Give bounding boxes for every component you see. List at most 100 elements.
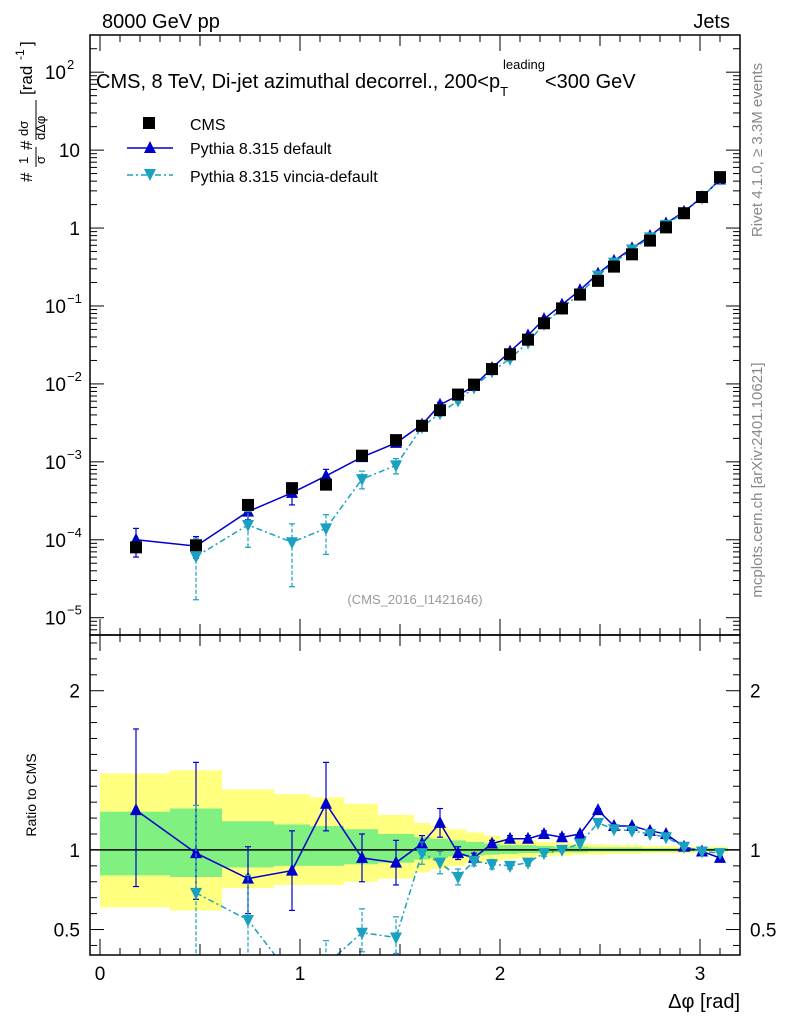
cms-point — [320, 478, 332, 491]
ratio-vincia-point — [592, 817, 604, 830]
ylabel-unit-exp: -1 — [13, 49, 27, 60]
ratio-frame — [89, 634, 741, 956]
main-ytick-label: 1 — [69, 219, 80, 240]
main-ytick-label: 10 — [45, 531, 66, 552]
main-ytick-label: 10 — [45, 63, 66, 84]
ratio-default-point — [390, 855, 402, 868]
legend-cms-label: CMS — [190, 117, 226, 134]
cms-point — [190, 539, 202, 552]
ratio-vincia-point — [452, 871, 464, 884]
legend-cms-marker — [143, 117, 155, 129]
band-inner-segment — [100, 811, 170, 876]
cms-point — [714, 171, 726, 184]
main-ytick-exponent: −2 — [67, 369, 82, 384]
ratio-vincia-point — [538, 848, 550, 861]
ylabel-unit: [rad — [17, 66, 36, 95]
x-axis-label: Δφ [rad] — [668, 991, 740, 1013]
cms-point — [626, 248, 638, 261]
ratio-default-point — [452, 846, 464, 859]
legend-default-label: Pythia 8.315 default — [190, 141, 332, 158]
main-data-layer — [130, 171, 726, 601]
ratio-default-point — [190, 846, 202, 859]
rivet-label: Rivet 4.1.0, ≥ 3.3M events — [749, 63, 766, 237]
cms-point — [504, 348, 516, 361]
ratio-default-point — [592, 803, 604, 816]
ratio-data-layer — [130, 728, 726, 972]
ratio-default-point — [538, 827, 550, 840]
main-ytick-label: 10 — [59, 141, 80, 162]
main-ytick-exponent: −5 — [67, 603, 82, 618]
x-tick-label: 1 — [295, 964, 306, 985]
x-tick-label: 3 — [695, 964, 706, 985]
cms-point — [434, 404, 446, 417]
cms-point — [468, 378, 480, 391]
ratio-vincia-point — [320, 960, 332, 972]
cms-point — [242, 498, 254, 511]
cms-point — [452, 388, 464, 401]
ratio-default-point — [320, 796, 332, 809]
vincia-point — [356, 474, 368, 487]
cms-point — [696, 191, 708, 204]
ratio-vincia-point — [626, 825, 638, 838]
main-title: CMS, 8 TeV, Di-jet azimuthal decorrel., … — [96, 57, 636, 99]
ratio-default-point — [130, 803, 142, 816]
ylabel-sigma: σ — [33, 156, 48, 164]
legend: CMS Pythia 8.315 default Pythia 8.315 vi… — [127, 117, 378, 186]
cms-point — [416, 419, 428, 432]
ylabel-one: 1 — [16, 157, 31, 164]
ratio-default-point — [486, 836, 498, 849]
ratio-vincia-point — [644, 829, 656, 842]
cms-point — [522, 333, 534, 346]
cms-point — [538, 317, 550, 330]
main-ytick-label: 10 — [45, 375, 66, 396]
ratio-vincia-point — [416, 848, 428, 861]
ylabel-dphi: dΔφ — [33, 116, 48, 140]
cms-point — [608, 260, 620, 273]
x-tick-label: 2 — [495, 964, 506, 985]
main-ytick-exponent: −3 — [67, 447, 82, 462]
ratio-ytick-label-right: 2 — [750, 682, 761, 703]
legend-default-marker — [144, 141, 156, 153]
ratio-vincia-point — [660, 832, 672, 845]
ratio-vincia-point — [504, 860, 516, 873]
ratio-ylabel: Ratio to CMS — [23, 753, 39, 836]
ratio-default-point — [522, 831, 534, 844]
ratio-vincia-point — [486, 859, 498, 872]
ratio-vincia-point — [190, 887, 202, 900]
header-left: 8000 GeV pp — [102, 11, 220, 33]
band-inner-segment — [466, 841, 484, 856]
ratio-ytick-label-left: 0.5 — [54, 921, 80, 942]
ylabel-hash1: # — [17, 172, 36, 182]
main-ytick-exponent: 2 — [67, 57, 74, 72]
main-ylabel: # 1 σ # dσ dΔφ [rad -1 ] — [13, 41, 48, 182]
band-inner-segment — [430, 838, 448, 858]
analysis-watermark: (CMS_2016_I1421646) — [347, 592, 482, 607]
cms-point — [390, 434, 402, 447]
title-suffix: <300 GeV — [545, 71, 636, 93]
cms-point — [130, 541, 142, 554]
ratio-default-point — [434, 815, 446, 828]
ratio-default-point — [504, 831, 516, 844]
legend-vincia-marker — [144, 169, 156, 181]
legend-vincia-label: Pythia 8.315 vincia-default — [190, 169, 378, 186]
cms-point — [286, 482, 298, 495]
ratio-vincia-point — [522, 857, 534, 870]
cms-point — [556, 302, 568, 315]
ratio-default-point — [286, 863, 298, 876]
default-line — [135, 178, 721, 547]
ratio-vincia-point — [390, 932, 402, 945]
ratio-ytick-label-left: 1 — [69, 841, 80, 862]
vincia-point — [242, 519, 254, 532]
cms-point — [678, 207, 690, 220]
cms-point — [592, 274, 604, 287]
cms-point — [356, 449, 368, 462]
ylabel-dsigma: dσ — [16, 121, 31, 136]
title-prefix: CMS, 8 TeV, Di-jet azimuthal decorrel., … — [96, 71, 500, 93]
ylabel-hash2: # — [17, 140, 36, 150]
ratio-vincia-point — [468, 856, 480, 869]
main-ytick-exponent: −4 — [67, 525, 82, 540]
ratio-vincia-point — [434, 857, 446, 870]
main-ytick-label: 10 — [45, 297, 66, 318]
ratio-default-point — [556, 830, 568, 843]
